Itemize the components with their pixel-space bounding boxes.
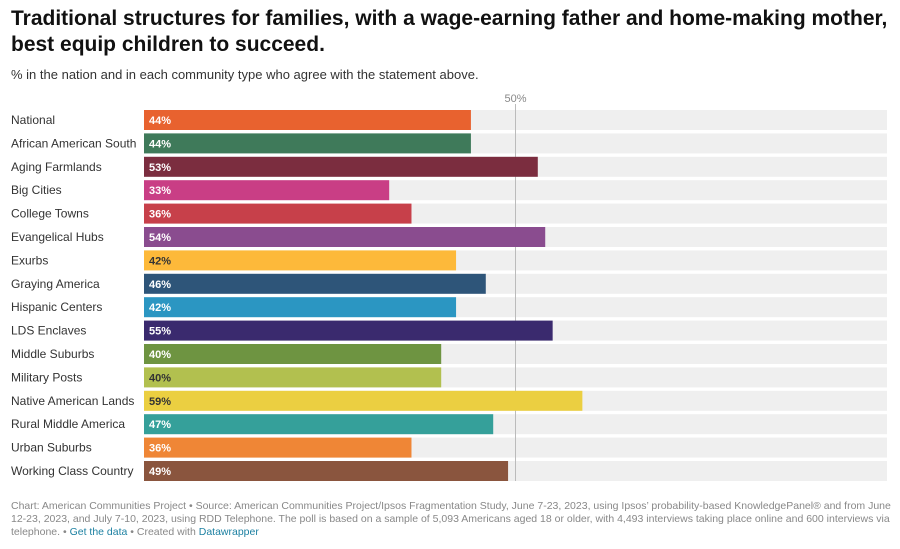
category-label: Working Class Country (11, 464, 133, 478)
source-note: Chart: American Communities Project • So… (11, 500, 891, 538)
category-label: College Towns (11, 207, 89, 221)
value-label: 42% (149, 255, 171, 267)
footer-separator-2: • Created with (127, 526, 199, 538)
bar (144, 203, 412, 224)
value-label: 44% (149, 138, 171, 150)
value-label: 59% (149, 396, 171, 408)
bar (144, 297, 457, 318)
value-label: 44% (149, 115, 171, 127)
category-label: Native American Lands (11, 394, 134, 408)
value-label: 42% (149, 302, 171, 314)
category-label: Aging Farmlands (11, 160, 102, 174)
bar (144, 344, 442, 364)
value-label: 46% (149, 279, 171, 291)
category-label: Big Cities (11, 183, 62, 197)
value-label: 36% (149, 443, 171, 455)
category-label: Middle Suburbs (11, 347, 94, 361)
value-label: 55% (149, 326, 171, 338)
reference-line-label: 50% (504, 93, 526, 105)
category-label: African American South (11, 136, 136, 150)
chart-subtitle: % in the nation and in each community ty… (11, 67, 479, 82)
category-label: Hispanic Centers (11, 300, 102, 314)
chart-title: Traditional structures for families, wit… (11, 7, 888, 56)
value-label: 40% (149, 372, 171, 384)
bar (144, 461, 509, 481)
chart-footer: Chart: American Communities Project • So… (11, 500, 891, 539)
bar (144, 414, 494, 435)
bar (144, 437, 412, 458)
value-label: 36% (149, 209, 171, 221)
category-label: Military Posts (11, 370, 82, 384)
bar (144, 390, 583, 411)
bar (144, 273, 486, 294)
value-label: 33% (149, 185, 171, 197)
bar (144, 156, 538, 177)
datawrapper-link[interactable]: Datawrapper (198, 526, 259, 538)
category-label: Urban Suburbs (11, 441, 92, 455)
bar (144, 367, 442, 388)
category-label: Graying America (11, 277, 100, 291)
bar (144, 110, 471, 130)
bar (144, 133, 471, 154)
bar-chart: 50% National 44% African American South 44% A… (11, 93, 887, 481)
category-label: Rural Middle America (11, 417, 125, 431)
value-label: 53% (149, 162, 171, 174)
value-label: 54% (149, 232, 171, 244)
category-label: Evangelical Hubs (11, 230, 104, 244)
bar (144, 180, 390, 201)
bar (144, 320, 553, 341)
category-label: National (11, 113, 55, 127)
bar (144, 250, 457, 271)
category-label: LDS Enclaves (11, 324, 86, 338)
bar (144, 227, 546, 247)
value-label: 47% (149, 419, 171, 431)
get-data-link[interactable]: Get the data (69, 526, 128, 538)
footer-separator: • (60, 526, 70, 538)
value-label: 40% (149, 349, 171, 361)
category-label: Exurbs (11, 253, 48, 267)
value-label: 49% (149, 466, 171, 478)
